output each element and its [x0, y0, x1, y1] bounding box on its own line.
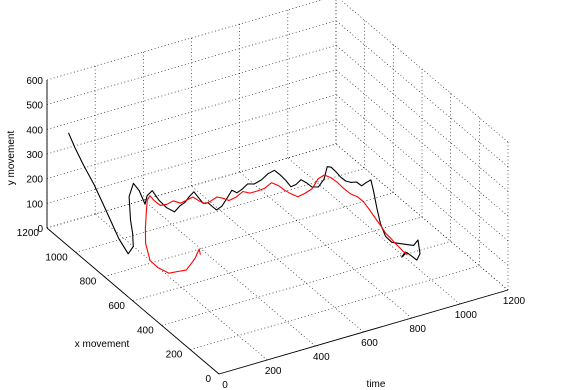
grid-line	[104, 192, 394, 277]
grid-line	[46, 0, 324, 81]
grid-line	[335, 119, 509, 266]
series-line-2	[144, 174, 408, 274]
grid-line	[191, 185, 364, 333]
z-tick-label: 500	[26, 101, 43, 112]
x-movement-axis-line	[46, 227, 220, 375]
grid-line	[161, 241, 451, 326]
tick-labels: 0200400600800100012000200400600800100012…	[17, 76, 526, 390]
y-tick-label: 200	[166, 350, 183, 361]
grid-line	[94, 213, 268, 361]
grid-line	[335, 45, 509, 192]
series-line-1	[67, 132, 421, 261]
x-tick-label: 0	[222, 380, 228, 390]
z-axis-label: y movement	[6, 131, 17, 186]
x-tick-label: 800	[409, 324, 426, 335]
z-tick-label: 600	[26, 76, 43, 87]
z-tick-label: 300	[26, 150, 43, 161]
z-tick-label: 100	[26, 199, 43, 210]
grid-line	[143, 199, 316, 347]
x-tick-label: 200	[265, 366, 282, 377]
y-tick-label: 0	[205, 374, 211, 385]
grid-line	[335, 143, 509, 291]
grid-line	[335, 69, 509, 217]
grid-lines	[46, 0, 509, 375]
z-tick-label: 200	[26, 175, 43, 186]
y-tick-label: 1200	[17, 228, 40, 239]
y-tick-label: 600	[108, 301, 125, 312]
grid-line	[335, 94, 509, 241]
grid-line	[335, 20, 509, 167]
grid-line	[287, 157, 461, 305]
z-tick-label: 0	[37, 224, 43, 235]
data-series	[67, 132, 421, 274]
x-axis-label: time	[367, 379, 386, 390]
x-tick-label: 1000	[455, 310, 478, 321]
y-tick-label: 400	[137, 325, 154, 336]
z-tick-label: 400	[26, 125, 43, 136]
axis-frame	[46, 80, 509, 375]
x-tick-label: 600	[361, 338, 378, 349]
y-tick-label: 800	[80, 277, 97, 288]
y-tick-label: 1000	[45, 252, 68, 263]
y-axis-label: x movement	[75, 339, 130, 350]
grid-line	[340, 0, 509, 143]
grid-line	[190, 265, 480, 350]
time-axis-line	[218, 289, 509, 375]
x-tick-label: 1200	[503, 296, 526, 307]
x-tick-label: 400	[313, 352, 330, 363]
grid-line	[239, 171, 412, 319]
